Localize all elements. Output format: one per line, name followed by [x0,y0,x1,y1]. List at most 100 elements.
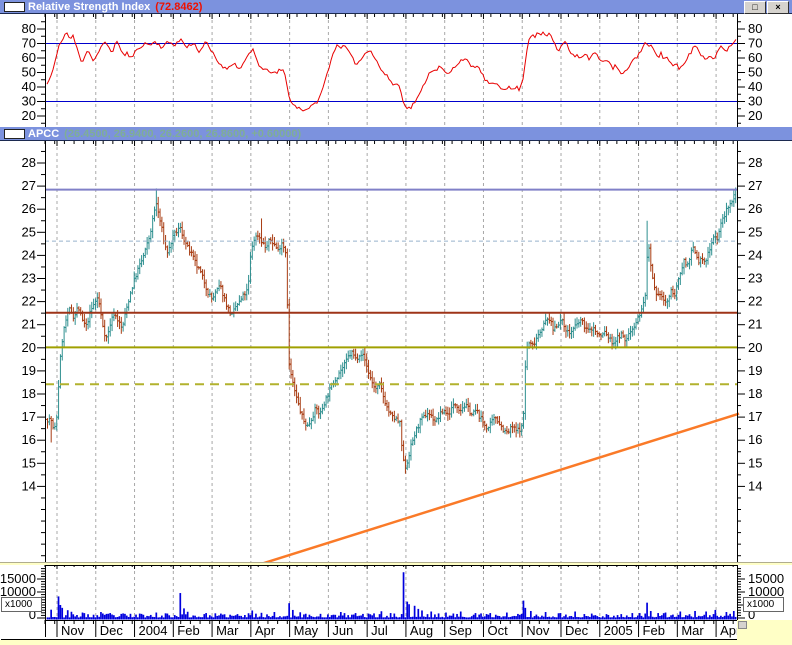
price-panel[interactable]: 14 14 15 15 16 16 17 17 18 18 19 19 20 20 21 21 22 22 23 23… [0,141,792,562]
svg-text:Aug: Aug [410,623,433,638]
month-labels: Nov Dec 2004 Feb Mar Apr May Jun Jul Aug Sep Oct Nov… [61,623,741,638]
svg-text:24: 24 [748,247,762,262]
svg-text:60: 60 [22,50,36,65]
panel-chip-icon[interactable] [4,2,25,12]
svg-text:28: 28 [748,155,762,170]
svg-text:27: 27 [748,178,762,193]
svg-text:60: 60 [748,50,762,65]
svg-text:Jul: Jul [371,623,388,638]
volume-chart: 005000500010000100001500015000 [0,565,784,620]
x-axis: Nov Dec 2004 Feb Mar Apr May Jun Jul Aug Sep Oct Nov… [0,620,792,640]
volume-scale-unit-left: x1000 [1,597,42,612]
price-titlebar-text: APCC (26.4500, 26.9400, 26.2600, 26.8600,… [28,128,301,140]
svg-text:20: 20 [748,108,762,123]
volume-bars [46,572,737,620]
price-ohlc-values: (26.4500, 26.9400, 26.2600, 26.8600, +0.… [64,128,302,140]
top-edge-ticks [44,141,734,146]
svg-text:Sep: Sep [449,623,472,638]
svg-text:0: 0 [29,607,36,620]
svg-text:Apr: Apr [255,623,276,638]
svg-text:Mar: Mar [681,623,704,638]
rsi-current-value: (72.8462) [155,1,203,13]
x-axis-ticks [44,620,738,637]
svg-text:23: 23 [748,271,762,286]
svg-text:Nov: Nov [526,623,550,638]
svg-text:Apr: Apr [720,623,741,638]
volume-scale-unit-right: x1000 [743,597,784,612]
svg-text:2005: 2005 [604,623,633,638]
svg-text:20: 20 [22,340,36,355]
volume-panel[interactable]: 005000500010000100001500015000 [0,565,792,620]
price-chart: 14 14 15 15 16 16 17 17 18 18 19 19 20 20 21 21 22 22 23 23… [22,141,762,562]
top-edge-ticks [44,14,734,19]
svg-text:30: 30 [748,94,762,109]
rsi-line [46,31,737,112]
svg-text:15: 15 [748,455,762,470]
y-axis-frame [45,14,738,127]
maximize-button[interactable]: □ [744,1,766,14]
trendline [263,412,740,562]
svg-text:Nov: Nov [61,623,85,638]
svg-text:25: 25 [748,224,762,239]
panel-chip-icon[interactable] [4,129,25,139]
svg-text:80: 80 [748,21,762,36]
svg-text:Dec: Dec [100,623,124,638]
svg-text:22: 22 [748,294,762,309]
svg-text:Feb: Feb [177,623,199,638]
y-axis-ticks: 14 14 15 15 16 16 17 17 18 18 19 19 20 20 21 21 22 22 23 23… [22,150,762,557]
bottom-right-corner [737,620,792,640]
svg-text:16: 16 [22,432,36,447]
svg-text:16: 16 [748,432,762,447]
svg-text:15000: 15000 [748,571,784,586]
svg-text:0: 0 [748,607,755,620]
svg-text:17: 17 [22,409,36,424]
svg-text:Oct: Oct [487,623,508,638]
svg-text:50: 50 [22,65,36,80]
rsi-panel-title: Relative Strength Index [28,1,151,13]
svg-text:15: 15 [22,455,36,470]
svg-text:Feb: Feb [643,623,665,638]
svg-text:24: 24 [22,247,36,262]
svg-text:21: 21 [748,317,762,332]
rsi-titlebar-text: Relative Strength Index (72.8462) [28,1,202,13]
svg-text:May: May [294,623,319,638]
svg-text:50: 50 [748,65,762,80]
svg-text:28: 28 [22,155,36,170]
svg-text:19: 19 [748,363,762,378]
panel-splitter[interactable] [0,562,792,565]
svg-text:10000: 10000 [0,584,36,599]
svg-text:15000: 15000 [0,571,36,586]
price-reference-lines [45,188,737,386]
close-button[interactable]: × [767,1,789,14]
svg-text:Dec: Dec [565,623,589,638]
svg-text:80: 80 [22,21,36,36]
svg-text:27: 27 [22,178,36,193]
svg-text:20: 20 [748,340,762,355]
svg-text:23: 23 [22,271,36,286]
y-axis-frame [45,565,738,620]
svg-text:70: 70 [22,36,36,51]
svg-text:14: 14 [748,478,762,493]
month-gridlines [56,141,717,562]
rsi-panel-titlebar[interactable]: Relative Strength Index (72.8462) □ × [0,0,792,14]
rsi-panel[interactable]: 20 20 30 30 40 40 50 50 60 60 70 70 80 80 [0,14,792,127]
top-edge-ticks [44,565,737,569]
svg-text:40: 40 [748,79,762,94]
y-axis-ticks: 005000500010000100001500015000 [0,568,784,620]
svg-text:20: 20 [22,108,36,123]
price-panel-titlebar[interactable]: APCC (26.4500, 26.9400, 26.2600, 26.8600,… [0,127,792,141]
month-gridlines [56,565,717,620]
svg-text:14: 14 [22,478,36,493]
svg-text:70: 70 [748,36,762,51]
y-axis-frame [45,141,738,562]
month-gridlines [56,14,717,127]
bottom-strip [0,640,792,645]
svg-text:18: 18 [748,386,762,401]
resize-grip[interactable] [738,621,747,629]
svg-text:40: 40 [22,79,36,94]
svg-text:Mar: Mar [216,623,239,638]
svg-text:30: 30 [22,94,36,109]
